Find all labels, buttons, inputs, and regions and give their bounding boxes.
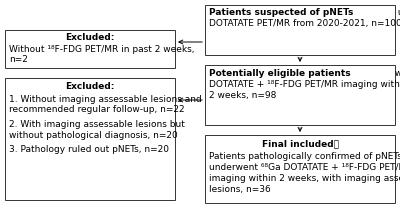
Text: underwent ⁶⁸Ga DOTATATE + ¹⁸F-FDG PET/MR: underwent ⁶⁸Ga DOTATATE + ¹⁸F-FDG PET/MR: [209, 163, 400, 172]
Text: Patients pathologically confirmed of pNETs,: Patients pathologically confirmed of pNE…: [209, 152, 400, 161]
Text: Patients suspected of pNETs: Patients suspected of pNETs: [209, 8, 353, 17]
Text: imaging within 2 weeks, with imaging assessable: imaging within 2 weeks, with imaging ass…: [209, 174, 400, 183]
Text: DOTATATE + ¹⁸F-FDG PET/MR imaging within: DOTATATE + ¹⁸F-FDG PET/MR imaging within: [209, 80, 400, 89]
Text: Without ¹⁸F-FDG PET/MR in past 2 weeks,: Without ¹⁸F-FDG PET/MR in past 2 weeks,: [9, 45, 194, 54]
Bar: [5, 78, 175, 200]
Text: 1. Without imaging assessable lesions and: 1. Without imaging assessable lesions an…: [9, 95, 202, 104]
Text: recommended regular follow-up, n=22: recommended regular follow-up, n=22: [9, 105, 185, 114]
Text: 3. Pathology ruled out pNETs, n=20: 3. Pathology ruled out pNETs, n=20: [9, 145, 169, 154]
Text: without pathological diagnosis, n=20: without pathological diagnosis, n=20: [9, 130, 178, 140]
Text: underwent ⁶⁸Ga-: underwent ⁶⁸Ga-: [395, 8, 400, 17]
Text: Final included：: Final included：: [262, 139, 338, 148]
Text: 2 weeks, n=98: 2 weeks, n=98: [209, 91, 276, 100]
Bar: [5, 30, 175, 68]
Text: lesions, n=36: lesions, n=36: [209, 185, 271, 194]
Text: 2. With imaging assessable lesions but: 2. With imaging assessable lesions but: [9, 120, 185, 129]
Text: Potentially eligible patients: Potentially eligible patients: [209, 69, 351, 78]
Text: with  ⁶⁸Ga: with ⁶⁸Ga: [392, 69, 400, 78]
Bar: [205, 5, 395, 55]
Text: Excluded:: Excluded:: [65, 33, 115, 42]
Bar: [205, 135, 395, 203]
Text: n=2: n=2: [9, 55, 28, 64]
Text: DOTATATE PET/MR from 2020-2021, n=100: DOTATATE PET/MR from 2020-2021, n=100: [209, 19, 400, 28]
Text: Excluded:: Excluded:: [65, 82, 115, 91]
Bar: [205, 65, 395, 125]
